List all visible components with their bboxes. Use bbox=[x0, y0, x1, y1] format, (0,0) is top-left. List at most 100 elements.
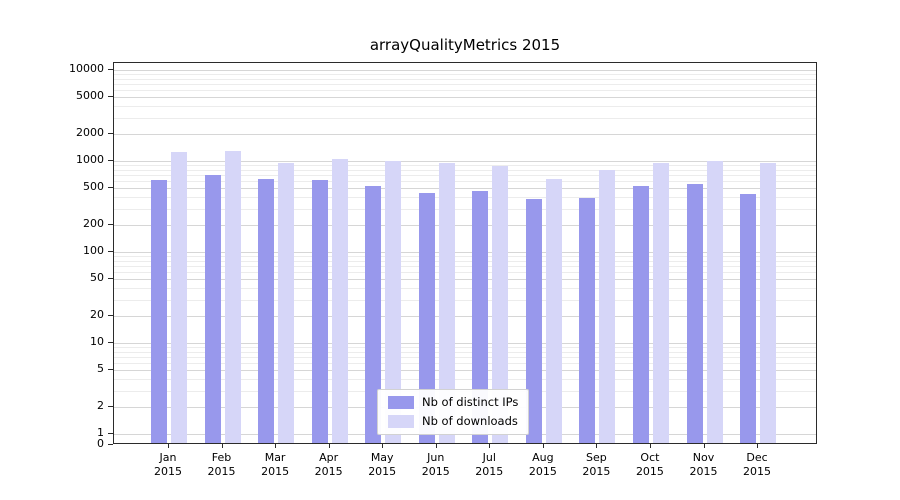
x-label-month: Feb bbox=[211, 451, 232, 464]
minor-gridline bbox=[114, 181, 816, 183]
x-tick-mark bbox=[328, 444, 330, 448]
bar-distinct-ips bbox=[258, 179, 275, 443]
x-tick-label: Aug 2015 bbox=[513, 451, 573, 479]
minor-gridline bbox=[114, 260, 816, 262]
minor-gridline bbox=[114, 197, 816, 199]
legend: Nb of distinct IPs Nb of downloads bbox=[377, 389, 530, 435]
bar-distinct-ips bbox=[472, 191, 489, 443]
legend-label-distinct-ips: Nb of distinct IPs bbox=[422, 395, 519, 409]
y-tick-mark bbox=[108, 96, 113, 98]
x-tick-label: Jul 2015 bbox=[459, 451, 519, 479]
minor-gridline bbox=[114, 347, 816, 349]
x-tick-label: Dec 2015 bbox=[727, 451, 787, 479]
y-tick-mark bbox=[108, 342, 113, 343]
x-tick-mark bbox=[542, 444, 544, 448]
x-tick-mark bbox=[489, 444, 491, 448]
y-tick-mark bbox=[108, 251, 113, 252]
y-tick-label: 2 bbox=[97, 398, 104, 412]
bar-distinct-ips bbox=[418, 192, 435, 443]
bar-distinct-ips bbox=[311, 179, 328, 443]
minor-gridline bbox=[114, 175, 816, 177]
x-tick-label: Apr 2015 bbox=[299, 451, 359, 479]
x-label-year: 2015 bbox=[368, 465, 397, 478]
x-label-year: 2015 bbox=[635, 465, 664, 478]
bar-downloads bbox=[438, 163, 455, 443]
bar-downloads bbox=[492, 166, 509, 443]
y-tick-mark bbox=[108, 187, 113, 189]
x-label-month: Apr bbox=[319, 451, 339, 464]
bar-downloads bbox=[545, 178, 562, 443]
minor-gridline bbox=[114, 299, 816, 301]
bar-distinct-ips bbox=[525, 199, 542, 443]
minor-gridline bbox=[114, 208, 816, 210]
x-label-year: 2015 bbox=[475, 465, 504, 478]
major-gridline bbox=[114, 188, 816, 190]
bar-distinct-ips bbox=[686, 183, 703, 443]
major-gridline bbox=[114, 315, 816, 317]
x-label-month: Nov bbox=[692, 451, 715, 464]
y-tick-label: 5 bbox=[97, 362, 104, 376]
major-gridline bbox=[114, 97, 816, 99]
y-tick-mark bbox=[108, 160, 113, 161]
bar-downloads bbox=[385, 161, 402, 443]
major-gridline bbox=[114, 224, 816, 226]
y-tick-label: 200 bbox=[83, 216, 104, 230]
y-tick-mark bbox=[108, 444, 113, 445]
y-tick-label: 50 bbox=[90, 271, 104, 285]
bar-distinct-ips bbox=[632, 186, 649, 443]
x-tick-mark bbox=[168, 444, 169, 448]
minor-gridline bbox=[114, 272, 816, 274]
minor-gridline bbox=[114, 169, 816, 171]
x-tick-mark bbox=[221, 444, 223, 448]
x-label-month: Mar bbox=[264, 451, 286, 464]
x-label-year: 2015 bbox=[689, 465, 718, 478]
x-tick-label: Mar 2015 bbox=[245, 451, 305, 479]
bar-downloads bbox=[706, 161, 723, 443]
y-tick-label: 100 bbox=[83, 244, 104, 257]
major-gridline bbox=[114, 133, 816, 135]
x-label-month: Sep bbox=[586, 451, 607, 464]
x-tick-label: May 2015 bbox=[352, 451, 412, 479]
y-tick-mark bbox=[108, 369, 113, 371]
minor-gridline bbox=[114, 351, 816, 353]
x-tick-mark bbox=[435, 444, 437, 448]
bar-distinct-ips bbox=[151, 179, 167, 443]
legend-label-downloads: Nb of downloads bbox=[422, 414, 518, 428]
major-gridline bbox=[114, 70, 816, 71]
bar-downloads bbox=[652, 163, 669, 443]
y-tick-mark bbox=[108, 433, 113, 434]
y-tick-label: 5000 bbox=[76, 89, 104, 103]
minor-gridline bbox=[114, 288, 816, 290]
y-tick-mark bbox=[108, 69, 113, 70]
y-tick-label: 10 bbox=[90, 335, 104, 348]
bar-downloads bbox=[171, 152, 187, 443]
bar-downloads bbox=[278, 162, 295, 443]
y-tick-mark bbox=[108, 405, 113, 407]
minor-gridline bbox=[114, 363, 816, 365]
minor-gridline bbox=[114, 165, 816, 167]
bar-distinct-ips bbox=[365, 186, 382, 443]
x-tick-mark bbox=[757, 444, 759, 448]
x-tick-mark bbox=[703, 444, 705, 448]
major-gridline bbox=[114, 343, 816, 344]
bar-distinct-ips bbox=[579, 197, 596, 443]
minor-gridline bbox=[114, 256, 816, 258]
x-label-year: 2015 bbox=[154, 465, 182, 478]
minor-gridline bbox=[114, 357, 816, 359]
y-tick-mark bbox=[108, 223, 113, 225]
x-tick-mark bbox=[649, 444, 651, 448]
x-label-month: Aug bbox=[532, 451, 554, 464]
bar-downloads bbox=[224, 150, 241, 443]
y-tick-label: 20 bbox=[90, 307, 104, 321]
x-tick-label: Feb 2015 bbox=[192, 451, 252, 479]
x-tick-label: Oct 2015 bbox=[620, 451, 680, 479]
y-tick-mark bbox=[108, 278, 113, 280]
x-tick-label: Nov 2015 bbox=[674, 451, 734, 479]
x-label-year: 2015 bbox=[528, 465, 557, 478]
y-tick-label: 10000 bbox=[69, 62, 104, 75]
major-gridline bbox=[114, 279, 816, 281]
x-label-month: Oct bbox=[640, 451, 660, 464]
x-label-year: 2015 bbox=[207, 465, 236, 478]
x-label-year: 2015 bbox=[743, 465, 772, 478]
